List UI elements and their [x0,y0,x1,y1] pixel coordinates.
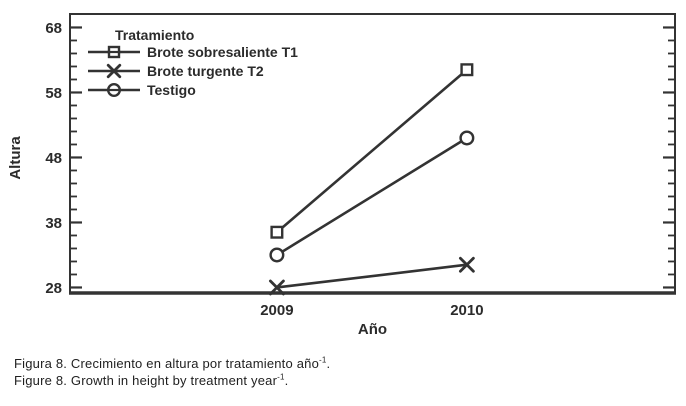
data-point-x [458,256,475,273]
y-tick-label: 38 [45,215,62,232]
series-line-2 [276,263,468,289]
x-tick-label: 2009 [260,302,293,319]
y-tick-label: 28 [45,280,62,297]
series-line-1 [276,68,468,234]
caption-spanish: Figura 8. Crecimiento en altura por trat… [14,355,331,371]
y-tick-label: 58 [45,85,62,102]
legend-x-marker [106,63,122,79]
data-point-circle [269,247,285,263]
caption-english: Figure 8. Growth in height by treatment … [14,372,289,388]
x-axis-title: Año [358,321,387,338]
legend-title: Tratamiento [115,27,194,43]
y-tick-label: 48 [45,150,62,167]
legend-label: Brote turgente T2 [147,63,264,79]
data-point-square [460,63,474,77]
x-tick-label: 2010 [450,302,483,319]
legend-label: Brote sobresaliente T1 [147,44,298,60]
figure-caption: Figura 8. Crecimiento en altura por trat… [14,356,330,389]
data-point-circle [459,130,475,146]
legend-label: Testigo [147,82,196,98]
data-point-square [270,225,284,239]
data-point-x [269,279,285,296]
y-axis-title: Altura [7,136,24,180]
y-tick-label: 68 [45,20,62,37]
series-line-3 [276,136,468,257]
